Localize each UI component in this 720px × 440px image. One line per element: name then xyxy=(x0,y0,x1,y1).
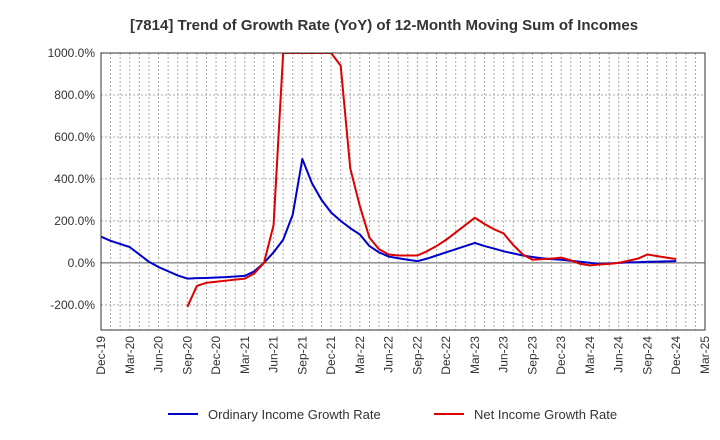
legend: Ordinary Income Growth Rate Net Income Gr… xyxy=(168,407,617,422)
x-tick-label: Sep-24 xyxy=(640,336,654,375)
y-axis: -200.0% 0.0% 200.0% 400.0% 600.0% 800.0% 1000.… xyxy=(48,46,96,312)
x-tick-label: Dec-23 xyxy=(554,336,568,375)
y-tick-label: 0.0% xyxy=(68,256,96,270)
x-axis: Dec-19 Mar-20 Jun-20 Sep-20 Dec-20 Mar-21 Jun-… xyxy=(94,336,712,375)
x-tick-label: Mar-25 xyxy=(698,336,712,374)
x-tick-label: Sep-22 xyxy=(410,336,424,375)
x-tick-label: Jun-21 xyxy=(267,336,281,373)
x-tick-label: Jun-20 xyxy=(152,336,166,373)
x-tick-label: Dec-21 xyxy=(324,336,338,375)
x-tick-label: Jun-23 xyxy=(497,336,511,373)
x-tick-label: Dec-22 xyxy=(439,336,453,375)
x-tick-label: Mar-20 xyxy=(123,336,137,374)
x-tick-label: Mar-21 xyxy=(238,336,252,374)
x-tick-label: Dec-24 xyxy=(669,336,683,375)
x-tick-label: Dec-19 xyxy=(94,336,108,375)
x-tick-label: Jun-22 xyxy=(382,336,396,373)
series-line-2 xyxy=(186,53,677,308)
plot-frame xyxy=(100,52,706,331)
chart-title: [7814] Trend of Growth Rate (YoY) of 12-… xyxy=(130,17,638,34)
y-tick-label: 1000.0% xyxy=(48,46,96,60)
x-tick-label: Jun-24 xyxy=(612,336,626,373)
grid-lines xyxy=(100,52,706,330)
legend-label-2: Net Income Growth Rate xyxy=(474,407,617,422)
x-tick-label: Mar-24 xyxy=(583,336,597,374)
x-tick-label: Sep-21 xyxy=(295,336,309,375)
series-line-1 xyxy=(101,157,677,280)
x-tick-label: Sep-23 xyxy=(525,336,539,375)
x-tick-label: Dec-20 xyxy=(209,336,223,375)
y-tick-label: 200.0% xyxy=(54,214,95,228)
x-tick-label: Sep-20 xyxy=(180,336,194,375)
legend-label-1: Ordinary Income Growth Rate xyxy=(208,407,381,422)
y-tick-label: 600.0% xyxy=(54,130,95,144)
x-tick-label: Mar-23 xyxy=(468,336,482,374)
y-tick-label: -200.0% xyxy=(50,298,95,312)
y-tick-label: 400.0% xyxy=(54,172,95,186)
x-tick-label: Mar-22 xyxy=(353,336,367,374)
series-layer xyxy=(101,53,677,308)
y-tick-label: 800.0% xyxy=(54,88,95,102)
